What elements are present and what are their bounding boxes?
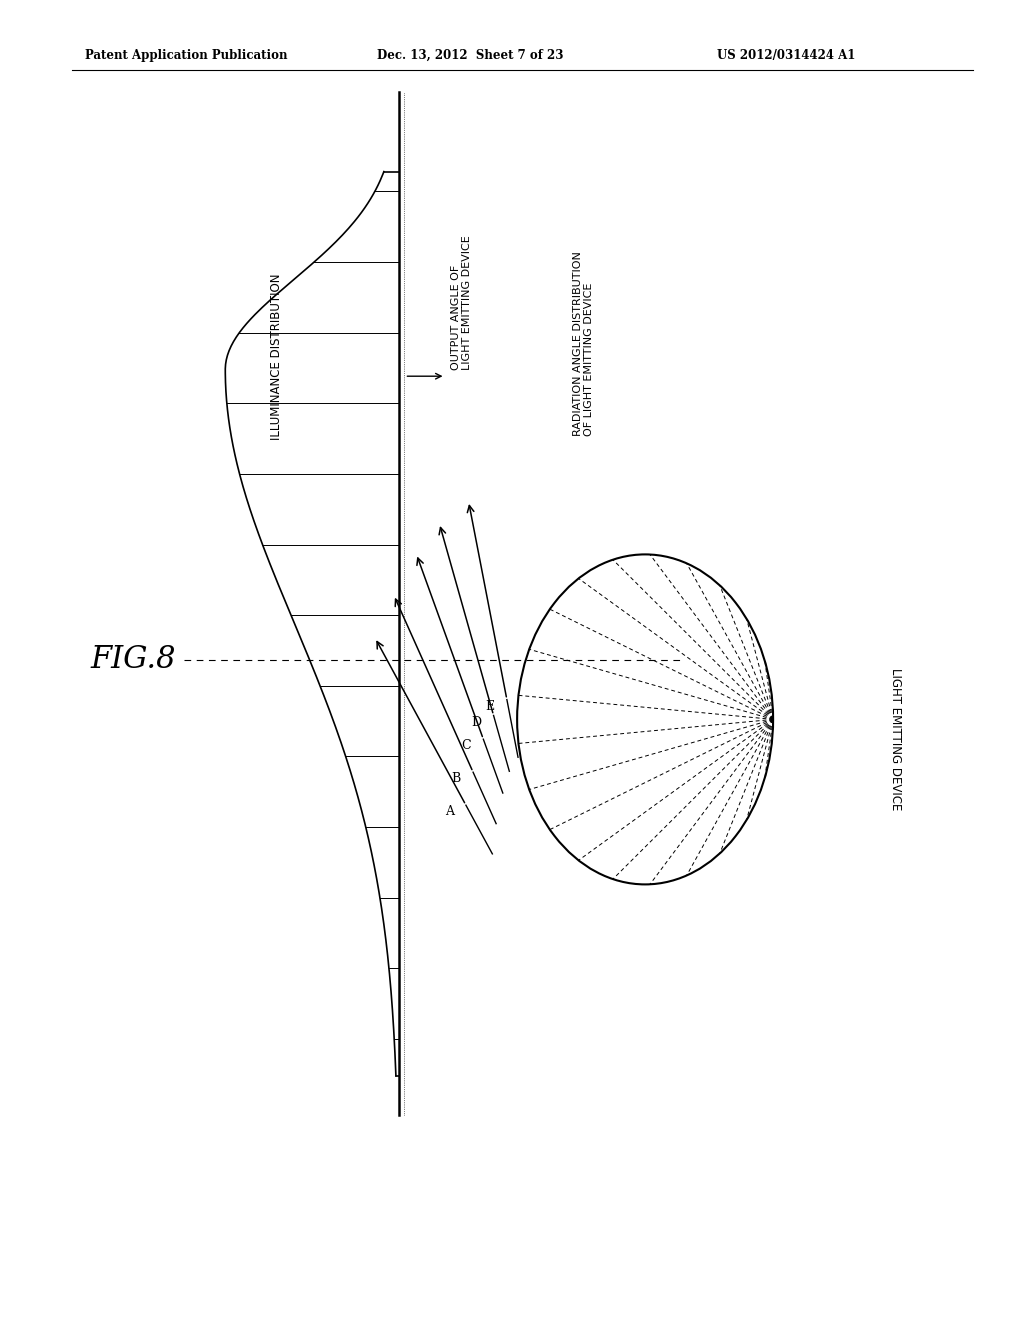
Text: C: C xyxy=(462,739,471,752)
Text: OUTPUT ANGLE OF
LIGHT EMITTING DEVICE: OUTPUT ANGLE OF LIGHT EMITTING DEVICE xyxy=(451,235,472,370)
Text: LIGHT EMITTING DEVICE: LIGHT EMITTING DEVICE xyxy=(890,668,902,810)
Text: Dec. 13, 2012  Sheet 7 of 23: Dec. 13, 2012 Sheet 7 of 23 xyxy=(377,49,563,62)
Text: D: D xyxy=(471,715,481,729)
Text: E: E xyxy=(485,700,495,713)
Text: Patent Application Publication: Patent Application Publication xyxy=(85,49,288,62)
Text: FIG.8: FIG.8 xyxy=(90,644,176,676)
Text: RADIATION ANGLE DISTRIBUTION
OF LIGHT EMITTING DEVICE: RADIATION ANGLE DISTRIBUTION OF LIGHT EM… xyxy=(572,251,595,436)
Text: US 2012/0314424 A1: US 2012/0314424 A1 xyxy=(717,49,855,62)
Text: ILLUMINANCE DISTRIBUTION: ILLUMINANCE DISTRIBUTION xyxy=(270,273,283,440)
Text: B: B xyxy=(452,772,461,785)
Text: A: A xyxy=(444,805,454,818)
